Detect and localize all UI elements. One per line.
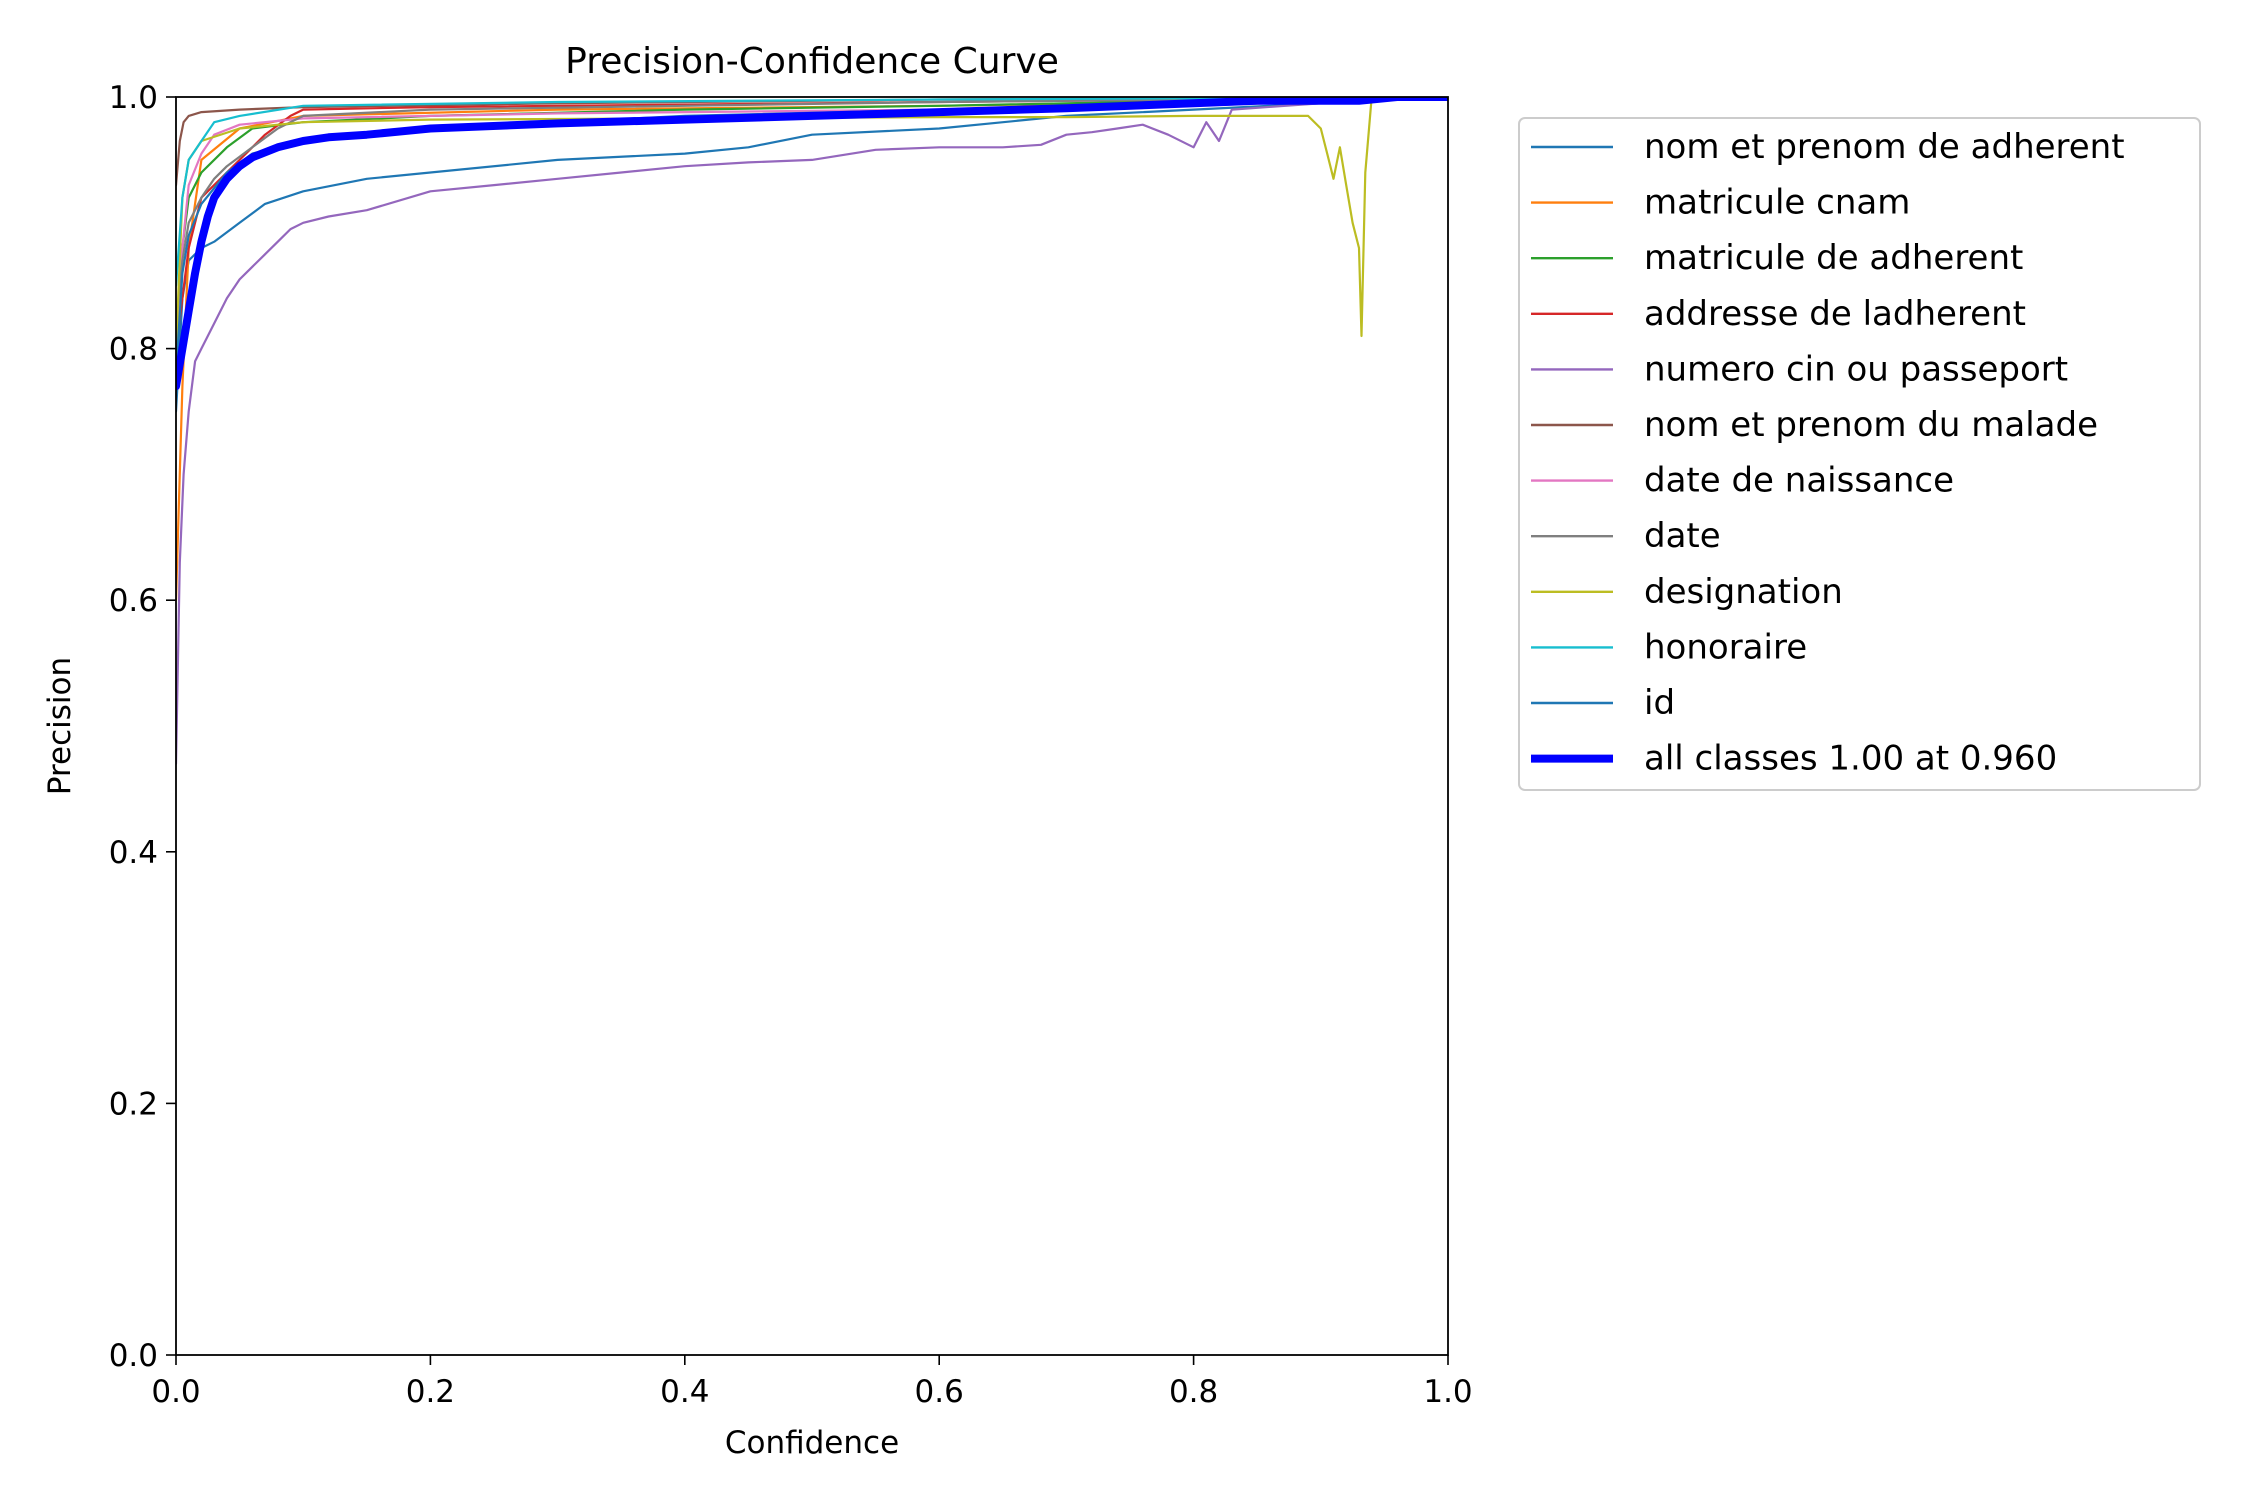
x-axis-ticks: 0.0 0.2 0.4 0.6 0.8 1.0: [151, 1355, 1473, 1410]
legend-entry: nom et prenom de adherent: [1644, 127, 2125, 167]
chart-title: Precision-Confidence Curve: [565, 41, 1059, 82]
series-line-7: [176, 97, 1448, 325]
series-line-11: [176, 97, 1448, 391]
y-tick-label: 0.8: [109, 332, 158, 368]
series-line-4: [176, 97, 1448, 765]
legend-entry: designation: [1644, 572, 1843, 612]
legend-box: [1518, 117, 2201, 791]
legend-entry: nom et prenom du malade: [1644, 405, 2098, 445]
plot-frame: [175, 96, 1449, 1356]
series-line-8: [176, 97, 1448, 350]
y-axis-ticks: 0.0 0.2 0.4 0.6 0.8 1.0: [109, 80, 176, 1374]
legend-entry: date de naissance: [1644, 461, 1954, 501]
legend: nom et prenom de adherent matricule cnam m…: [1518, 117, 2201, 791]
legend-entry: matricule cnam: [1644, 183, 1910, 223]
x-tick-label: 0.0: [151, 1374, 200, 1410]
x-axis-label: Confidence: [725, 1425, 899, 1461]
y-tick-label: 0.4: [109, 835, 158, 871]
x-tick-label: 0.2: [406, 1374, 455, 1410]
y-tick-label: 0.0: [109, 1338, 158, 1374]
legend-entry: matricule de adherent: [1644, 238, 2023, 278]
legend-entry: addresse de ladherent: [1644, 294, 2026, 334]
y-axis-label: Precision: [42, 657, 78, 795]
y-tick-label: 0.2: [109, 1086, 158, 1122]
x-tick-label: 0.6: [915, 1374, 964, 1410]
legend-entry: date: [1644, 516, 1721, 556]
legend-entry: id: [1644, 683, 1675, 723]
legend-entry: all classes 1.00 at 0.960: [1644, 739, 2057, 779]
x-tick-label: 1.0: [1423, 1374, 1472, 1410]
series-line-9: [176, 97, 1448, 287]
legend-entry: numero cin ou passeport: [1644, 349, 2068, 389]
x-tick-label: 0.4: [660, 1374, 709, 1410]
x-tick-label: 0.8: [1169, 1374, 1218, 1410]
y-tick-label: 1.0: [109, 80, 158, 116]
series-layer: [176, 97, 1448, 765]
y-tick-label: 0.6: [109, 583, 158, 619]
legend-entry: honoraire: [1644, 627, 1807, 667]
